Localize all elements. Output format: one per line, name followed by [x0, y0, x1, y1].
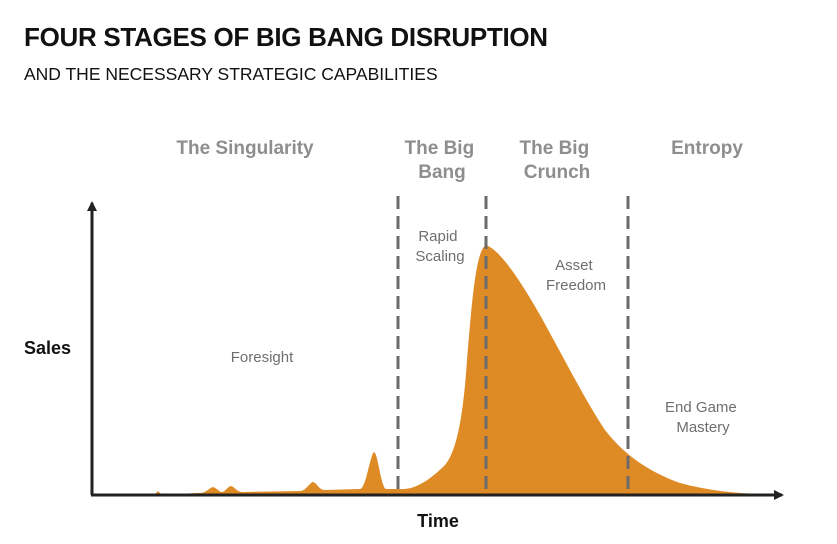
capability-rapid-scaling-line1: Rapid — [418, 228, 457, 245]
stage-big-bang-line1: The Big — [405, 138, 475, 159]
capability-end-game-mastery-label: End Game Mastery — [665, 399, 741, 436]
diagram-subtitle: AND THE NECESSARY STRATEGIC CAPABILITIES — [24, 64, 438, 84]
stage-big-bang-label: The Big Bang — [405, 138, 480, 183]
capability-foresight-line1: Foresight — [231, 349, 294, 366]
capability-rapid-scaling-label: Rapid Scaling — [415, 228, 464, 265]
sales-curve — [155, 245, 770, 494]
capability-end-game-mastery-line2: Mastery — [676, 419, 730, 436]
diagram-title: FOUR STAGES OF BIG BANG DISRUPTION — [24, 22, 548, 52]
capability-asset-freedom-line1: Asset — [555, 257, 593, 274]
stage-singularity-line1: The Singularity — [176, 138, 314, 159]
capability-asset-freedom-line2: Freedom — [546, 277, 606, 294]
y-axis-label: Sales — [24, 338, 71, 358]
stage-big-bang-line2: Bang — [418, 162, 466, 183]
capability-rapid-scaling-line2: Scaling — [415, 248, 464, 265]
stage-singularity-label: The Singularity — [176, 138, 314, 159]
stage-big-crunch-label: The Big Crunch — [520, 138, 595, 183]
x-axis-label: Time — [417, 511, 459, 531]
capability-asset-freedom-label: Asset Freedom — [546, 257, 606, 294]
capability-end-game-mastery-line1: End Game — [665, 399, 737, 416]
stage-big-crunch-line1: The Big — [520, 138, 590, 159]
stage-entropy-line1: Entropy — [671, 138, 743, 159]
capability-foresight-label: Foresight — [231, 349, 294, 366]
stage-big-crunch-line2: Crunch — [524, 162, 591, 183]
stage-entropy-label: Entropy — [671, 138, 743, 159]
